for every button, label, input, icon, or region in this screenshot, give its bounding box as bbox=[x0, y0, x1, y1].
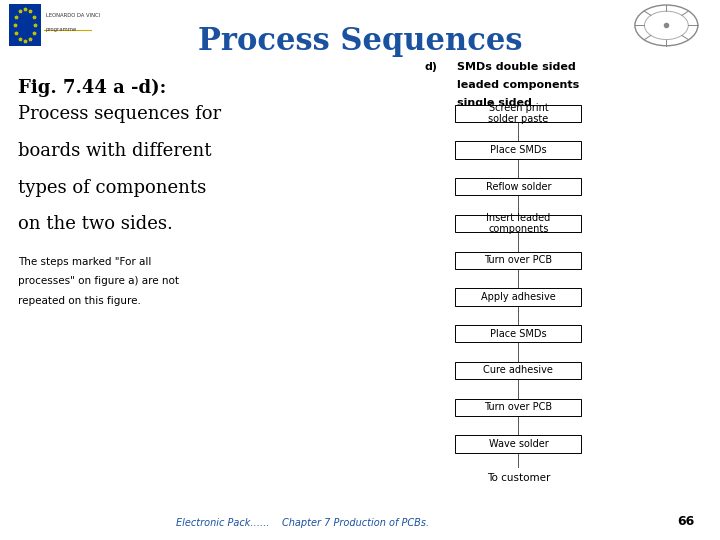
FancyBboxPatch shape bbox=[455, 215, 581, 232]
Text: repeated on this figure.: repeated on this figure. bbox=[18, 296, 141, 307]
Text: on the two sides.: on the two sides. bbox=[18, 215, 173, 233]
Text: Cure adhesive: Cure adhesive bbox=[483, 366, 554, 375]
Text: Place SMDs: Place SMDs bbox=[490, 329, 546, 339]
Text: 66: 66 bbox=[678, 515, 695, 528]
Text: Turn over PCB: Turn over PCB bbox=[485, 255, 552, 265]
Text: Process sequences for: Process sequences for bbox=[18, 105, 221, 123]
FancyBboxPatch shape bbox=[455, 141, 581, 159]
Text: Place SMDs: Place SMDs bbox=[490, 145, 546, 155]
Text: d): d) bbox=[425, 62, 438, 72]
FancyBboxPatch shape bbox=[9, 4, 41, 46]
Text: Screen print
solder paste: Screen print solder paste bbox=[488, 103, 549, 124]
Text: Apply adhesive: Apply adhesive bbox=[481, 292, 556, 302]
FancyBboxPatch shape bbox=[455, 362, 581, 379]
FancyBboxPatch shape bbox=[455, 105, 581, 122]
FancyBboxPatch shape bbox=[455, 435, 581, 453]
Text: Electronic Pack.…..    Chapter 7 Production of PCBs.: Electronic Pack.….. Chapter 7 Production… bbox=[176, 518, 429, 528]
Text: Reflow solder: Reflow solder bbox=[486, 182, 551, 192]
Text: To customer: To customer bbox=[487, 473, 550, 483]
Text: programme: programme bbox=[46, 26, 77, 31]
Text: Insert leaded
components: Insert leaded components bbox=[486, 213, 551, 234]
Text: types of components: types of components bbox=[18, 179, 206, 197]
FancyBboxPatch shape bbox=[455, 288, 581, 306]
Text: Fig. 7.44 a -d):: Fig. 7.44 a -d): bbox=[18, 78, 166, 97]
Text: boards with different: boards with different bbox=[18, 142, 212, 160]
Text: SMDs double sided: SMDs double sided bbox=[457, 62, 576, 72]
Text: leaded components: leaded components bbox=[457, 80, 580, 90]
Text: Process Sequences: Process Sequences bbox=[198, 26, 522, 57]
Text: Wave solder: Wave solder bbox=[489, 439, 548, 449]
Text: LEONARDO DA VINCI: LEONARDO DA VINCI bbox=[46, 13, 100, 18]
FancyBboxPatch shape bbox=[455, 325, 581, 342]
Text: single sided: single sided bbox=[457, 98, 532, 108]
FancyBboxPatch shape bbox=[455, 399, 581, 416]
Text: processes" on figure a) are not: processes" on figure a) are not bbox=[18, 276, 179, 287]
Text: Turn over PCB: Turn over PCB bbox=[485, 402, 552, 412]
Text: The steps marked "For all: The steps marked "For all bbox=[18, 256, 151, 267]
FancyBboxPatch shape bbox=[455, 252, 581, 269]
FancyBboxPatch shape bbox=[455, 178, 581, 195]
